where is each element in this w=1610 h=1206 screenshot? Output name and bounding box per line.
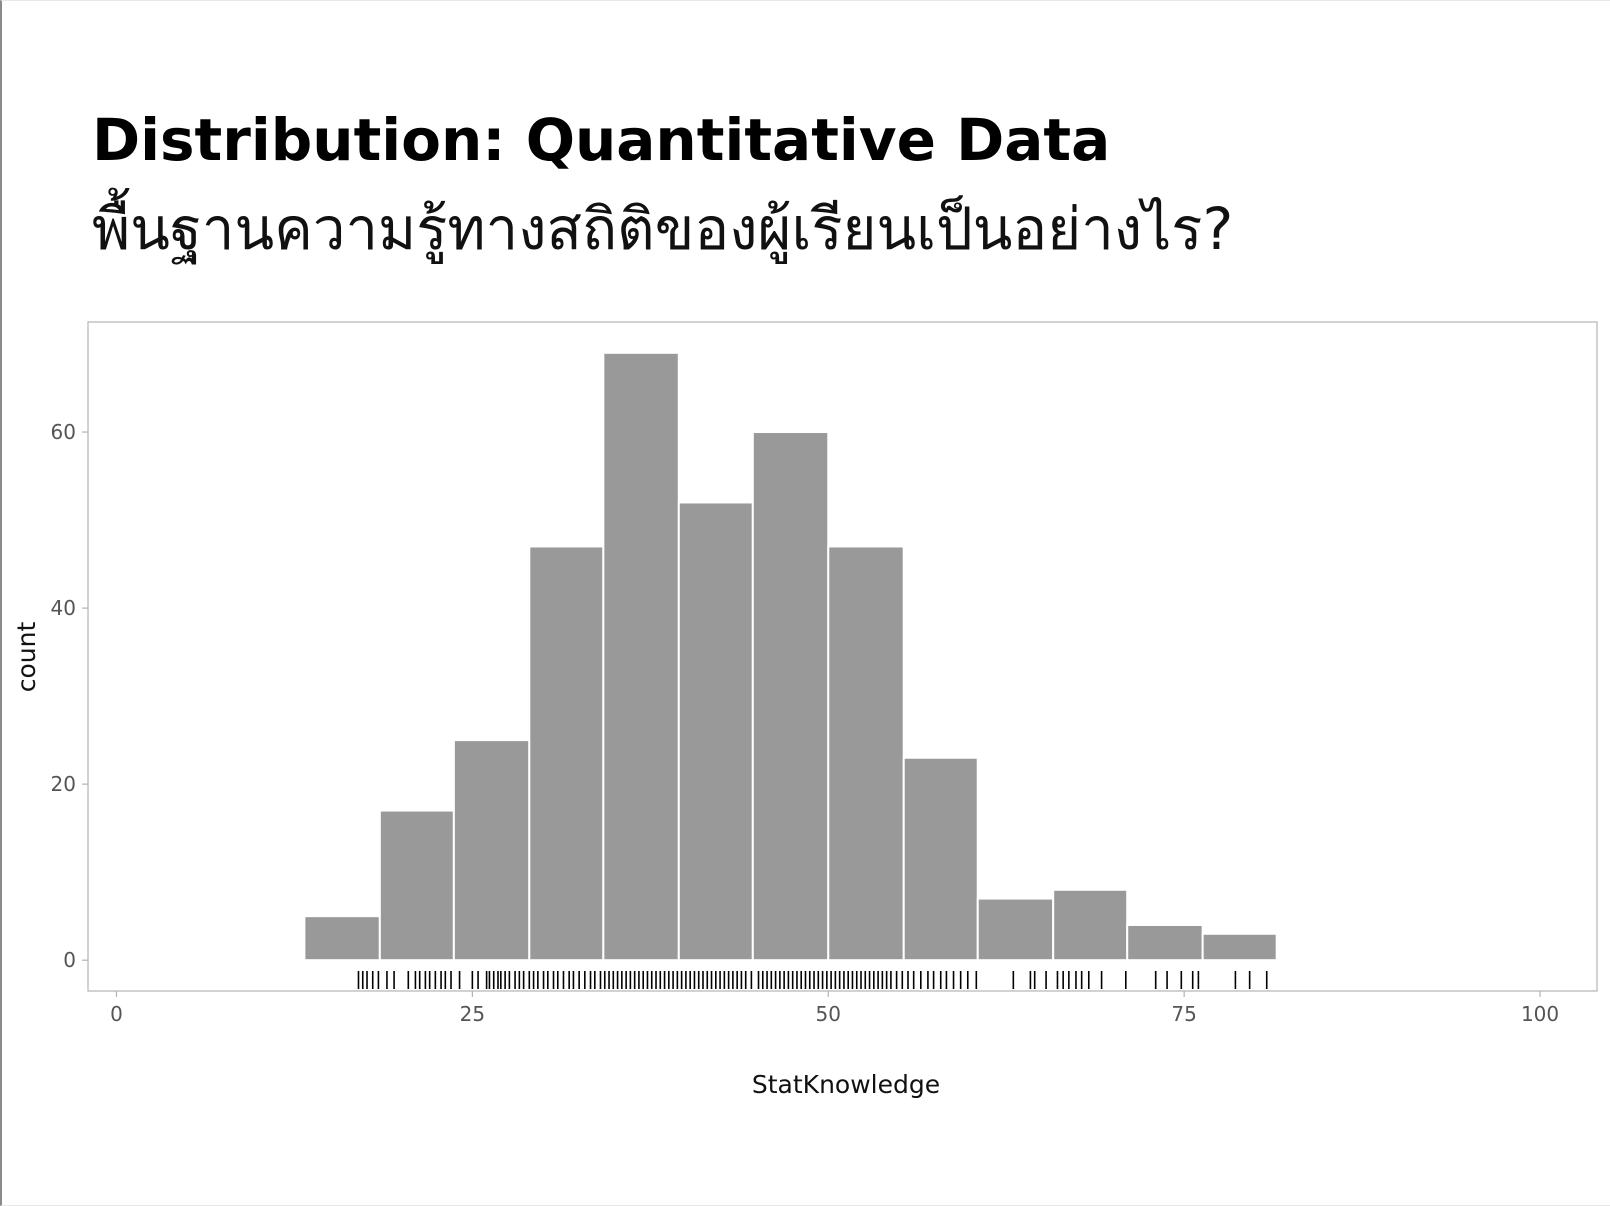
x-tick-label-0: 0	[110, 1002, 123, 1026]
histogram-bar-11	[1052, 888, 1129, 962]
histogram-bar-3	[452, 739, 531, 962]
histogram-bar-2	[378, 809, 455, 962]
histogram-bar-6	[677, 501, 754, 962]
histogram-bar-8	[827, 545, 905, 962]
x-tick-label-50: 50	[816, 1002, 841, 1026]
histogram-bar-10	[976, 897, 1055, 962]
slide-subtitle: พื้นฐานความรู้ทางสถิติของผู้เรียนเป็นอย่…	[92, 195, 1234, 263]
y-tick-label-0: 0	[63, 948, 76, 972]
histogram-bar-4	[528, 545, 605, 962]
y-tick-label-40: 40	[51, 596, 76, 620]
y-tick-label-60: 60	[51, 420, 76, 444]
histogram-bar-12	[1126, 923, 1204, 962]
y-axis-label: count	[12, 622, 41, 693]
histogram-bar-7	[751, 431, 830, 962]
x-tick-label-25: 25	[460, 1002, 485, 1026]
histogram-bar-9	[902, 756, 979, 962]
y-tick-label-20: 20	[51, 772, 76, 796]
histogram-bar-5	[602, 351, 680, 962]
slide-title: Distribution: Quantitative Data	[92, 106, 1111, 174]
histogram-bar-1	[303, 915, 381, 962]
x-tick-label-100: 100	[1521, 1002, 1559, 1026]
x-axis-label: StatKnowledge	[752, 1070, 940, 1099]
histogram-bar-13	[1201, 932, 1278, 962]
x-tick-label-75: 75	[1171, 1002, 1196, 1026]
